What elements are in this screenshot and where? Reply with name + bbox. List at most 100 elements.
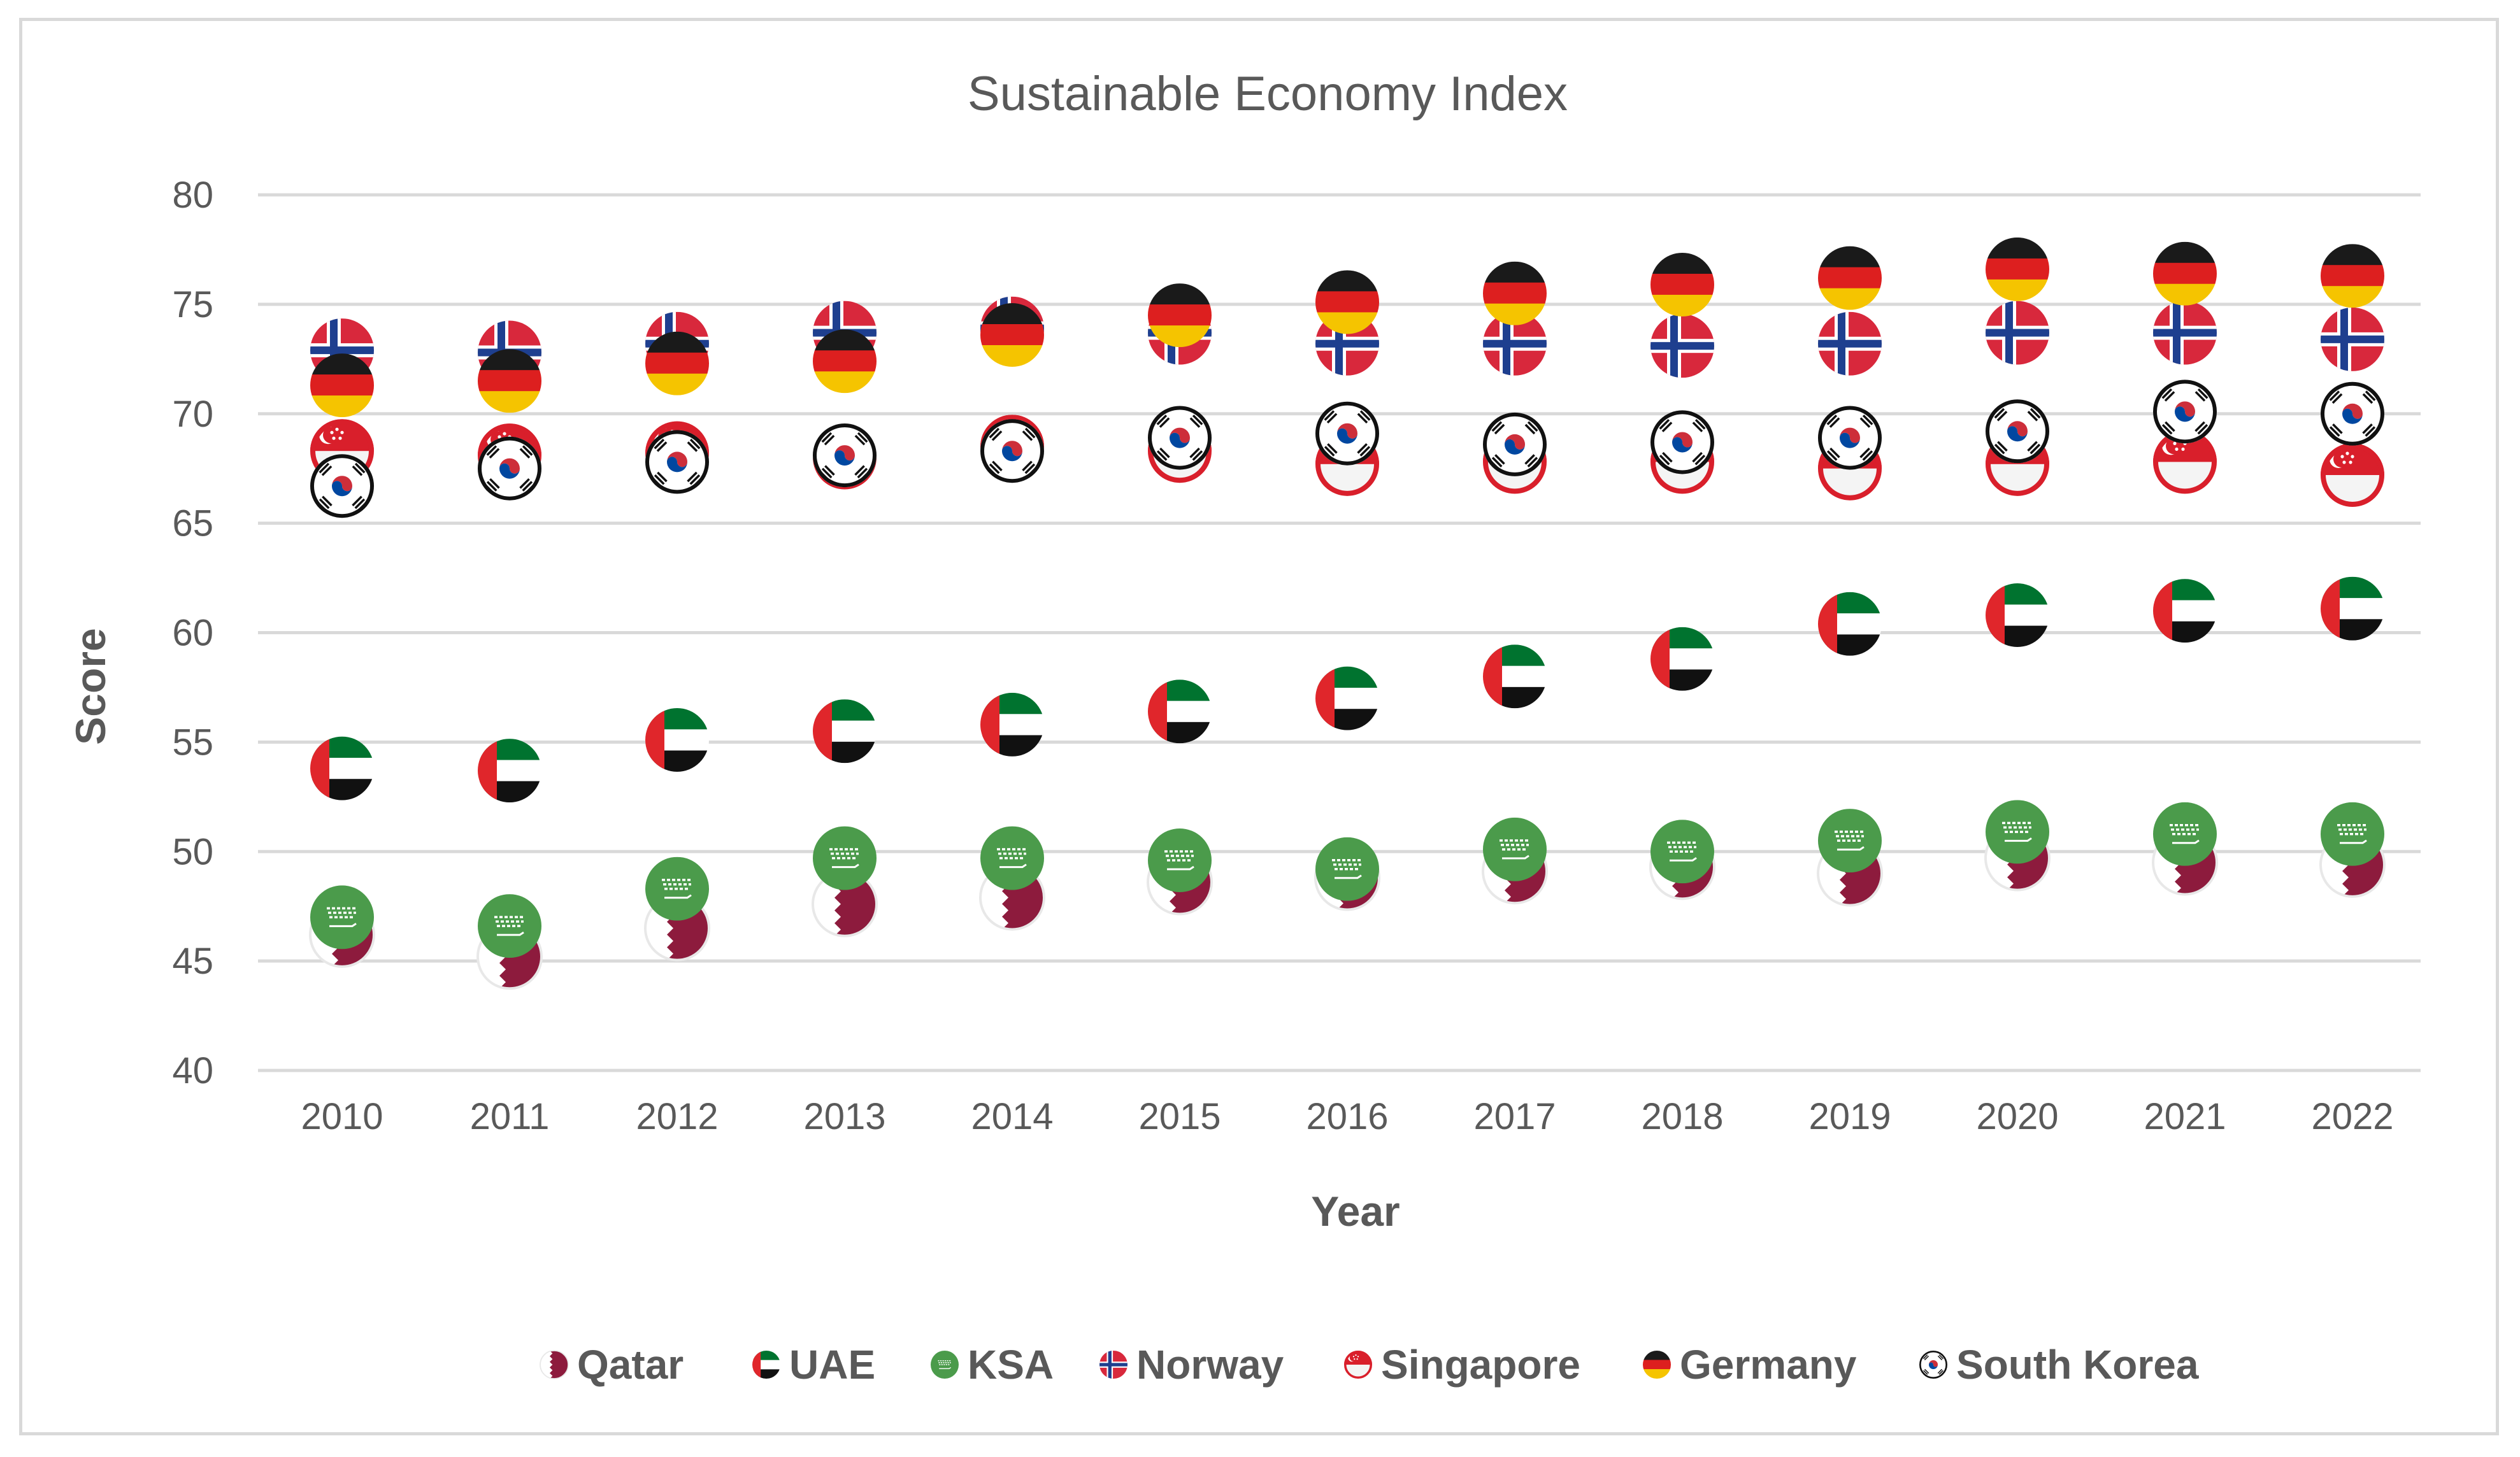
marker-uae-2010 bbox=[310, 736, 374, 800]
marker-germany-2021 bbox=[2153, 241, 2217, 306]
marker-germany-2022 bbox=[2321, 244, 2384, 308]
legend: Qatar UAE KSA Norway Singapore Germany South K… bbox=[540, 1342, 2199, 1388]
legend-label: KSA bbox=[968, 1342, 1054, 1388]
x-tick-label: 2022 bbox=[2311, 1096, 2393, 1137]
marker-ksa-2022 bbox=[2321, 802, 2384, 866]
x-tick-label: 2021 bbox=[2144, 1096, 2226, 1137]
marker-ksa-2015 bbox=[1148, 828, 1212, 892]
x-tick-label: 2015 bbox=[1138, 1096, 1221, 1137]
marker-southkorea-2013 bbox=[813, 423, 877, 488]
marker-germany-2016 bbox=[1315, 270, 1379, 334]
legend-item-ksa: KSA bbox=[931, 1342, 1054, 1388]
marker-ksa-2016 bbox=[1315, 837, 1379, 901]
marker-germany-2017 bbox=[1483, 261, 1547, 325]
y-tick-label: 45 bbox=[172, 941, 213, 982]
marker-ksa-2021 bbox=[2153, 802, 2217, 866]
x-axis-title: Year bbox=[1311, 1188, 1400, 1235]
x-tick-label: 2010 bbox=[301, 1096, 383, 1137]
legend-swatch-germany bbox=[1643, 1351, 1671, 1379]
x-tick-label: 2012 bbox=[636, 1096, 718, 1137]
marker-norway-2020 bbox=[1986, 301, 2049, 365]
marker-singapore-2022 bbox=[2321, 443, 2384, 507]
marker-germany-2011 bbox=[478, 349, 541, 413]
legend-label: Norway bbox=[1136, 1342, 1284, 1388]
marker-germany-2014 bbox=[980, 303, 1044, 367]
marker-uae-2019 bbox=[1818, 592, 1882, 656]
marker-norway-2017 bbox=[1483, 311, 1547, 376]
legend-item-uae: UAE bbox=[752, 1342, 875, 1388]
x-tick-label: 2014 bbox=[971, 1096, 1053, 1137]
marker-ksa-2011 bbox=[478, 894, 541, 958]
data-markers bbox=[309, 237, 2386, 990]
marker-norway-2018 bbox=[1650, 314, 1714, 378]
marker-germany-2010 bbox=[310, 353, 374, 418]
marker-ksa-2010 bbox=[310, 885, 374, 949]
y-tick-label: 50 bbox=[172, 831, 213, 872]
marker-germany-2013 bbox=[813, 329, 877, 394]
marker-germany-2019 bbox=[1818, 246, 1882, 310]
legend-item-southkorea: South Korea bbox=[1919, 1342, 2199, 1388]
y-tick-label: 40 bbox=[172, 1050, 213, 1091]
marker-southkorea-2020 bbox=[1986, 399, 2049, 464]
marker-southkorea-2018 bbox=[1650, 410, 1714, 474]
gridlines bbox=[258, 193, 2421, 1072]
x-tick-label: 2017 bbox=[1473, 1096, 1556, 1137]
legend-item-qatar: Qatar bbox=[540, 1342, 684, 1388]
marker-uae-2020 bbox=[1986, 583, 2049, 647]
marker-southkorea-2011 bbox=[478, 436, 541, 501]
y-tick-label: 65 bbox=[172, 503, 213, 544]
marker-southkorea-2019 bbox=[1818, 406, 1882, 470]
marker-southkorea-2017 bbox=[1483, 412, 1547, 476]
marker-ksa-2013 bbox=[813, 826, 877, 890]
marker-southkorea-2021 bbox=[2153, 380, 2217, 444]
legend-swatch-norway bbox=[1099, 1351, 1128, 1379]
legend-item-norway: Norway bbox=[1099, 1342, 1284, 1388]
marker-germany-2020 bbox=[1986, 237, 2049, 301]
marker-germany-2018 bbox=[1650, 252, 1714, 316]
y-tick-label: 75 bbox=[172, 284, 213, 325]
marker-southkorea-2016 bbox=[1315, 401, 1379, 466]
chart-frame: Sustainable Economy Index 40 45 50 55 60 65 70… bbox=[19, 18, 2499, 1435]
marker-uae-2017 bbox=[1483, 644, 1547, 709]
marker-ksa-2020 bbox=[1986, 800, 2049, 864]
x-tick-label: 2020 bbox=[1976, 1096, 2058, 1137]
chart-title: Sustainable Economy Index bbox=[968, 67, 1568, 121]
marker-germany-2015 bbox=[1148, 283, 1212, 348]
x-tick-label: 2011 bbox=[470, 1096, 550, 1137]
marker-uae-2021 bbox=[2153, 579, 2217, 643]
x-tick-label: 2018 bbox=[1641, 1096, 1723, 1137]
legend-swatch-qatar bbox=[540, 1350, 569, 1379]
legend-label: South Korea bbox=[1956, 1342, 2199, 1388]
marker-uae-2018 bbox=[1650, 627, 1714, 691]
marker-uae-2012 bbox=[645, 707, 709, 772]
x-tick-label: 2019 bbox=[1808, 1096, 1891, 1137]
y-axis-title: Score bbox=[67, 628, 114, 744]
legend-swatch-singapore bbox=[1344, 1351, 1372, 1379]
x-axis-ticks: 2010 2011 2012 2013 2014 2015 2016 2017 2018 2019… bbox=[301, 1096, 2393, 1137]
marker-germany-2012 bbox=[645, 331, 709, 395]
marker-ksa-2018 bbox=[1650, 820, 1714, 884]
marker-southkorea-2012 bbox=[645, 430, 709, 494]
marker-uae-2013 bbox=[813, 699, 877, 764]
marker-southkorea-2015 bbox=[1148, 406, 1212, 470]
legend-label: Germany bbox=[1680, 1342, 1857, 1388]
y-tick-label: 70 bbox=[172, 394, 213, 435]
chart-svg: Sustainable Economy Index 40 45 50 55 60 65 70… bbox=[67, 67, 2421, 1388]
legend-item-germany: Germany bbox=[1643, 1342, 1857, 1388]
legend-swatch-uae bbox=[752, 1351, 780, 1379]
marker-ksa-2012 bbox=[645, 856, 709, 921]
legend-swatch-southkorea bbox=[1919, 1351, 1947, 1379]
marker-ksa-2017 bbox=[1483, 817, 1547, 881]
marker-norway-2021 bbox=[2153, 301, 2217, 365]
marker-ksa-2014 bbox=[980, 826, 1044, 890]
marker-southkorea-2022 bbox=[2321, 381, 2384, 446]
x-tick-label: 2016 bbox=[1306, 1096, 1388, 1137]
marker-southkorea-2014 bbox=[980, 419, 1044, 483]
legend-item-singapore: Singapore bbox=[1344, 1342, 1580, 1388]
marker-ksa-2019 bbox=[1818, 809, 1882, 873]
marker-uae-2022 bbox=[2321, 576, 2384, 641]
marker-uae-2016 bbox=[1315, 666, 1379, 730]
marker-norway-2022 bbox=[2321, 307, 2384, 371]
marker-southkorea-2010 bbox=[310, 454, 374, 518]
y-tick-label: 80 bbox=[172, 174, 213, 216]
